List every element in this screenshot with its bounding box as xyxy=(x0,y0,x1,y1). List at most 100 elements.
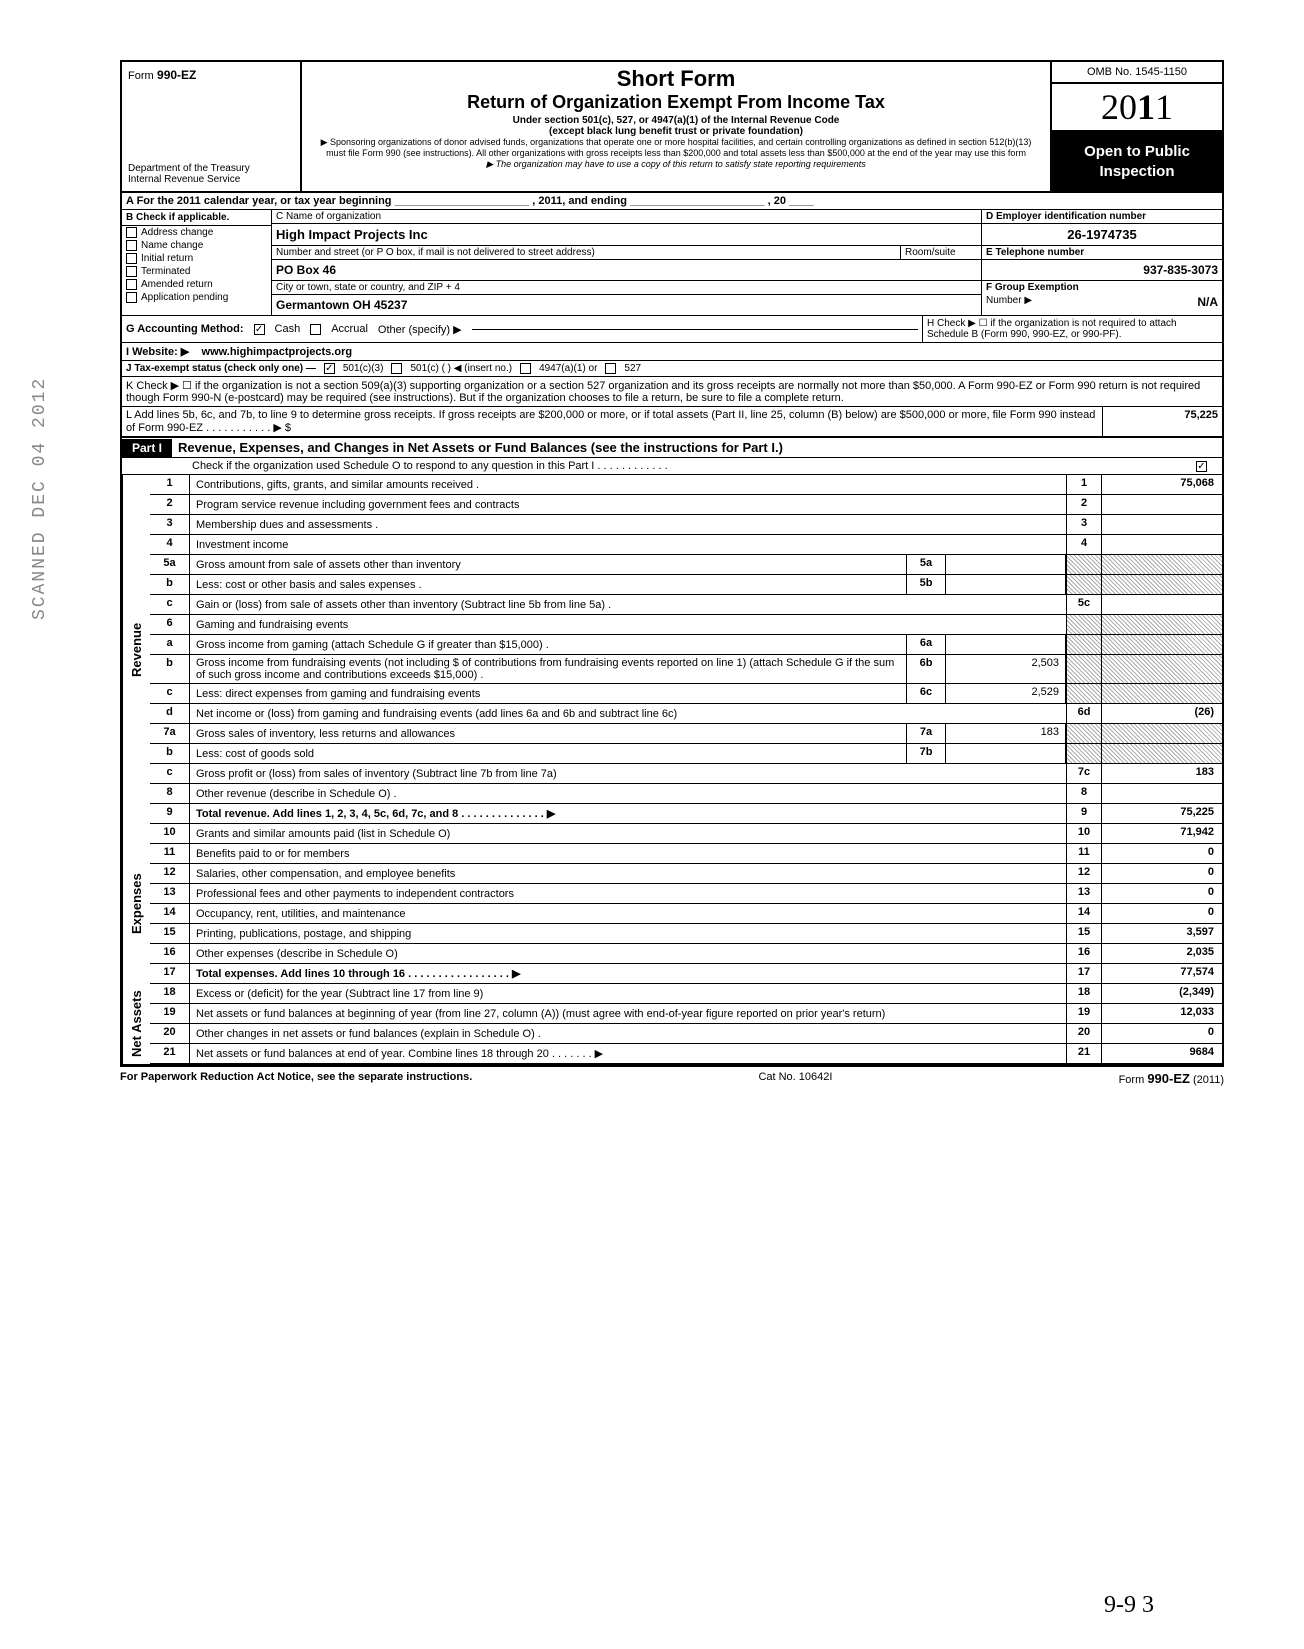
line-desc: Less: cost or other basis and sales expe… xyxy=(190,575,906,594)
line-num: d xyxy=(150,704,190,723)
line-k: K Check ▶ ☐ if the organization is not a… xyxy=(122,377,1222,406)
subtitle-sponsor: ▶ Sponsoring organizations of donor advi… xyxy=(310,137,1042,159)
amount: 9684 xyxy=(1102,1044,1222,1063)
form-line-c: cLess: direct expenses from gaming and f… xyxy=(150,684,1222,704)
cb-501c[interactable] xyxy=(391,363,402,374)
line-desc: Gross amount from sale of assets other t… xyxy=(190,555,906,574)
form-line-13: 13Professional fees and other payments t… xyxy=(150,884,1222,904)
cb-initial-return[interactable]: Initial return xyxy=(122,252,271,265)
right-num: 6d xyxy=(1066,704,1102,723)
cb-part1-sched-o[interactable] xyxy=(1196,461,1207,472)
expenses-section: Expenses 10Grants and similar amounts pa… xyxy=(120,824,1224,984)
line-desc: Professional fees and other payments to … xyxy=(190,884,1066,903)
form-line-7a: 7aGross sales of inventory, less returns… xyxy=(150,724,1222,744)
right-num: 2 xyxy=(1066,495,1102,514)
line-l-amount: 75,225 xyxy=(1102,407,1222,436)
right-num: 13 xyxy=(1066,884,1102,903)
shaded-cell xyxy=(1066,615,1102,634)
line-num: 18 xyxy=(150,984,190,1003)
g-label: G Accounting Method: xyxy=(126,323,244,335)
line-desc: Less: direct expenses from gaming and fu… xyxy=(190,684,906,703)
form-line-20: 20Other changes in net assets or fund ba… xyxy=(150,1024,1222,1044)
block-b-label: B Check if applicable. xyxy=(122,210,271,226)
form-line-3: 3Membership dues and assessments .3 xyxy=(150,515,1222,535)
line-num: 21 xyxy=(150,1044,190,1063)
cb-terminated[interactable]: Terminated xyxy=(122,265,271,278)
form-line-21: 21Net assets or fund balances at end of … xyxy=(150,1044,1222,1064)
line-desc: Total expenses. Add lines 10 through 16 … xyxy=(190,964,1066,983)
line-desc: Contributions, gifts, grants, and simila… xyxy=(190,475,1066,494)
cb-accrual[interactable] xyxy=(310,324,321,335)
form-line-4: 4Investment income4 xyxy=(150,535,1222,555)
line-num: c xyxy=(150,684,190,703)
line-num: 1 xyxy=(150,475,190,494)
form-line-6: 6Gaming and fundraising events xyxy=(150,615,1222,635)
form-line-b: bLess: cost or other basis and sales exp… xyxy=(150,575,1222,595)
footer-mid: Cat No. 10642I xyxy=(758,1071,832,1086)
line-desc: Net income or (loss) from gaming and fun… xyxy=(190,704,1066,723)
sub-label: 7b xyxy=(906,744,946,763)
form-line-c: cGain or (loss) from sale of assets othe… xyxy=(150,595,1222,615)
revenue-label: Revenue xyxy=(122,475,150,824)
i-label: I Website: ▶ xyxy=(126,346,189,358)
cb-name-change[interactable]: Name change xyxy=(122,239,271,252)
e-label: E Telephone number xyxy=(982,246,1222,260)
line-desc: Printing, publications, postage, and shi… xyxy=(190,924,1066,943)
cb-527[interactable] xyxy=(605,363,616,374)
c-city-label: City or town, state or country, and ZIP … xyxy=(272,281,981,295)
revenue-section: Revenue 1Contributions, gifts, grants, a… xyxy=(120,475,1224,824)
amount: 0 xyxy=(1102,864,1222,883)
form-line-19: 19Net assets or fund balances at beginni… xyxy=(150,1004,1222,1024)
sub-amount xyxy=(946,555,1066,574)
c-room-label: Room/suite xyxy=(901,246,981,259)
block-c: C Name of organization High Impact Proje… xyxy=(272,210,982,315)
sub-amount xyxy=(946,635,1066,654)
line-num: 10 xyxy=(150,824,190,843)
line-desc: Net assets or fund balances at end of ye… xyxy=(190,1044,1066,1063)
right-num: 14 xyxy=(1066,904,1102,923)
ein: 26-1974735 xyxy=(982,224,1222,246)
org-address: PO Box 46 xyxy=(272,260,981,281)
cb-cash[interactable] xyxy=(254,324,265,335)
amount: 75,225 xyxy=(1102,804,1222,823)
form-line-8: 8Other revenue (describe in Schedule O) … xyxy=(150,784,1222,804)
line-desc: Gross income from fundraising events (no… xyxy=(190,655,906,683)
cb-amended[interactable]: Amended return xyxy=(122,278,271,291)
line-a: A For the 2011 calendar year, or tax yea… xyxy=(120,193,1224,210)
line-desc: Net assets or fund balances at beginning… xyxy=(190,1004,1066,1023)
shaded-cell xyxy=(1102,615,1222,634)
shaded-cell xyxy=(1066,655,1102,683)
j-label: J Tax-exempt status (check only one) — xyxy=(126,363,316,374)
line-num: 2 xyxy=(150,495,190,514)
line-num: 4 xyxy=(150,535,190,554)
amount: 0 xyxy=(1102,884,1222,903)
form-number: 990-EZ xyxy=(157,68,196,82)
cb-app-pending[interactable]: Application pending xyxy=(122,291,271,304)
line-num: 5a xyxy=(150,555,190,574)
form-footer: For Paperwork Reduction Act Notice, see … xyxy=(120,1066,1224,1086)
line-desc: Gaming and fundraising events xyxy=(190,615,1066,634)
shaded-cell xyxy=(1066,555,1102,574)
cb-4947[interactable] xyxy=(520,363,531,374)
part1-header: Part I Revenue, Expenses, and Changes in… xyxy=(120,438,1224,458)
form-line-b: bGross income from fundraising events (n… xyxy=(150,655,1222,684)
line-desc: Program service revenue including govern… xyxy=(190,495,1066,514)
right-num: 3 xyxy=(1066,515,1102,534)
line-desc: Excess or (deficit) for the year (Subtra… xyxy=(190,984,1066,1003)
line-l: L Add lines 5b, 6c, and 7b, to line 9 to… xyxy=(122,407,1102,436)
sub-amount xyxy=(946,575,1066,594)
org-name: High Impact Projects Inc xyxy=(272,224,981,246)
cb-501c3[interactable] xyxy=(324,363,335,374)
form-line-18: 18Excess or (deficit) for the year (Subt… xyxy=(150,984,1222,1004)
sub-label: 6a xyxy=(906,635,946,654)
sub-label: 6c xyxy=(906,684,946,703)
amount xyxy=(1102,784,1222,803)
sub-label: 5a xyxy=(906,555,946,574)
form-line-a: aGross income from gaming (attach Schedu… xyxy=(150,635,1222,655)
line-num: c xyxy=(150,764,190,783)
right-num: 15 xyxy=(1066,924,1102,943)
right-num: 19 xyxy=(1066,1004,1102,1023)
open-inspection: Open to Public Inspection xyxy=(1052,132,1222,191)
cb-address-change[interactable]: Address change xyxy=(122,226,271,239)
amount xyxy=(1102,595,1222,614)
